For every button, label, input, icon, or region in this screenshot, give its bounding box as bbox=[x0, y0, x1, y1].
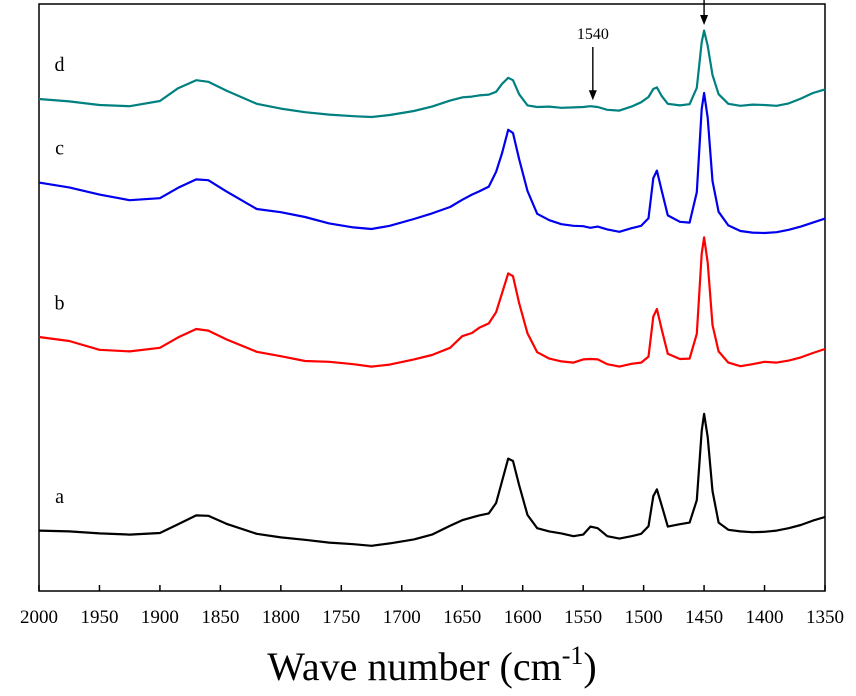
curve-label-c: c bbox=[55, 138, 64, 160]
x-tick-label: 1950 bbox=[80, 607, 118, 628]
curve-label-d: d bbox=[55, 54, 65, 76]
series-line-b bbox=[38, 236, 826, 368]
x-tick-label: 1350 bbox=[806, 607, 844, 628]
curve-labels: d c b a bbox=[55, 54, 65, 508]
x-axis-title: Wave number (cm-1) bbox=[267, 641, 596, 689]
annotation-arrow-head bbox=[700, 15, 709, 25]
series-group bbox=[38, 29, 826, 547]
series-line-a bbox=[38, 412, 826, 547]
annotations: 15401450 bbox=[577, 0, 709, 101]
x-tick-label: 1800 bbox=[262, 607, 300, 628]
series-line-c bbox=[38, 91, 826, 235]
x-tick-label: 1400 bbox=[746, 607, 784, 628]
x-tick-label: 1900 bbox=[141, 607, 179, 628]
x-axis: 2000 1950 1900 1850 1800 1750 1700 1650 1600 1550… bbox=[20, 585, 844, 628]
x-tick-label: 1700 bbox=[383, 607, 421, 628]
series-line-d bbox=[38, 29, 826, 119]
x-tick-label: 1850 bbox=[201, 607, 239, 628]
x-tick-label: 1750 bbox=[322, 607, 360, 628]
x-tick-label: 1450 bbox=[685, 607, 723, 628]
annotation-label-1540: 1540 bbox=[577, 26, 609, 43]
annotation-arrow-head bbox=[588, 90, 597, 101]
x-tick-label: 1550 bbox=[564, 607, 602, 628]
x-tick-label: 1500 bbox=[625, 607, 663, 628]
x-tick-label: 2000 bbox=[20, 607, 58, 628]
curve-label-b: b bbox=[55, 292, 65, 314]
curve-label-a: a bbox=[55, 486, 64, 508]
plot-frame bbox=[38, 3, 826, 592]
x-tick-label: 1600 bbox=[504, 607, 542, 628]
x-tick-label: 1650 bbox=[443, 607, 481, 628]
